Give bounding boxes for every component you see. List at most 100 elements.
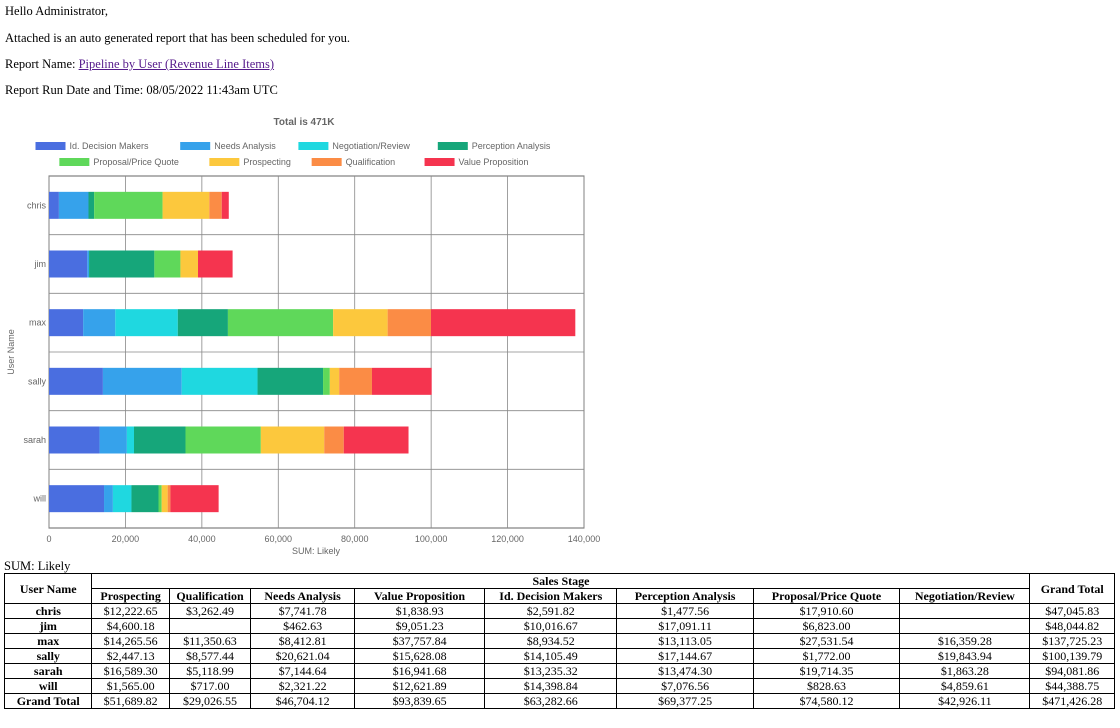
x-tick-label: 140,000 bbox=[568, 534, 601, 544]
legend-label-perception-analysis[interactable]: Perception Analysis bbox=[472, 141, 551, 151]
bar-will-proposal-price-quote[interactable] bbox=[158, 485, 162, 513]
legend-label-negotiation-review[interactable]: Negotiation/Review bbox=[332, 141, 410, 151]
bar-will-id-decision-makers[interactable] bbox=[49, 485, 105, 513]
bar-sarah-perception-analysis[interactable] bbox=[134, 426, 186, 454]
table-cell: $93,839.65 bbox=[353, 693, 486, 709]
chart-y-tick-labels: chris jim max sally sarah will bbox=[23, 200, 46, 503]
table-row-chris: chris $12,222.65 $3,262.49 $7,741.78 $1,838.… bbox=[3, 603, 1115, 619]
bar-max-proposal-price-quote[interactable] bbox=[227, 309, 334, 337]
bar-max-qualification[interactable] bbox=[387, 309, 432, 337]
table-cell: $19,714.35 bbox=[752, 663, 901, 679]
bar-sarah-needs-analysis[interactable] bbox=[99, 426, 127, 454]
legend-swatch-perception-analysis[interactable] bbox=[437, 142, 468, 150]
bar-max-negotiation-review[interactable] bbox=[115, 309, 178, 337]
legend-label-prospecting[interactable]: Prospecting bbox=[243, 157, 291, 167]
table-cell: $69,377.25 bbox=[616, 693, 754, 709]
x-tick-label: 80,000 bbox=[341, 534, 369, 544]
table-cell: $12,222.65 bbox=[91, 603, 170, 619]
bar-will-qualification[interactable] bbox=[167, 485, 171, 513]
bar-sally-perception-analysis[interactable] bbox=[257, 367, 324, 395]
legend-swatch-needs-analysis[interactable] bbox=[180, 142, 211, 150]
table-cell: $27,531.54 bbox=[752, 633, 901, 649]
bar-sarah-proposal-price-quote[interactable] bbox=[185, 426, 261, 454]
legend-label-needs-analysis[interactable]: Needs Analysis bbox=[214, 141, 276, 151]
legend-swatch-value-proposition[interactable] bbox=[424, 158, 455, 166]
legend-label-value-proposition[interactable]: Value Proposition bbox=[459, 157, 529, 167]
x-tick-label: 0 bbox=[46, 534, 51, 544]
table-cell: $13,474.30 bbox=[616, 663, 754, 679]
report-name-link[interactable]: Pipeline by User (Revenue Line Items) bbox=[78, 57, 275, 71]
table-cell: $8,412.81 bbox=[250, 633, 355, 649]
bar-sally-id-decision-makers[interactable] bbox=[49, 367, 103, 395]
table-cell: $2,447.13 bbox=[91, 648, 170, 664]
legend-swatch-prospecting[interactable] bbox=[209, 158, 240, 166]
table-cell: $5,118.99 bbox=[168, 663, 252, 679]
table-row-max: max $14,265.56 $11,350.63 $8,412.81 $37,757.… bbox=[3, 633, 1115, 649]
bar-max-prospecting[interactable] bbox=[333, 309, 388, 337]
legend-label-proposal-price-quote[interactable]: Proposal/Price Quote bbox=[93, 157, 179, 167]
bar-jim-value-proposition[interactable] bbox=[198, 250, 233, 278]
sum-label: SUM: Likely bbox=[4, 559, 71, 573]
bar-jim-prospecting[interactable] bbox=[180, 250, 199, 278]
bar-sally-qualification[interactable] bbox=[339, 367, 372, 395]
legend-label-qualification[interactable]: Qualification bbox=[346, 157, 396, 167]
x-tick-label: 120,000 bbox=[491, 534, 524, 544]
bar-jim-proposal-price-quote[interactable] bbox=[154, 250, 181, 278]
legend-label-id-decision-makers[interactable]: Id. Decision Makers bbox=[70, 141, 150, 151]
row-label: max bbox=[3, 633, 93, 649]
grand-total-header: Grand Total bbox=[1029, 573, 1115, 604]
bar-chris-prospecting[interactable] bbox=[162, 191, 210, 219]
bar-max-value-proposition[interactable] bbox=[431, 309, 576, 337]
table-cell: $29,026.55 bbox=[168, 693, 252, 709]
table-cell: $3,262.49 bbox=[168, 603, 252, 619]
bar-sally-negotiation-review[interactable] bbox=[181, 367, 258, 395]
bar-will-value-proposition[interactable] bbox=[170, 485, 219, 513]
bar-sarah-qualification[interactable] bbox=[324, 426, 344, 454]
bar-will-negotiation-review[interactable] bbox=[112, 485, 132, 513]
bar-jim-id-decision-makers[interactable] bbox=[49, 250, 88, 278]
column-header-perception-analysis: Perception Analysis bbox=[616, 588, 754, 604]
bar-sarah-negotiation-review[interactable] bbox=[126, 426, 135, 454]
legend-swatch-id-decision-makers[interactable] bbox=[35, 142, 66, 150]
bar-sally-needs-analysis[interactable] bbox=[102, 367, 182, 395]
grand-total-row: Grand Total $51,689.82 $29,026.55 $46,704.1… bbox=[3, 693, 1115, 709]
table-body: chris $12,222.65 $3,262.49 $7,741.78 $1,838.… bbox=[3, 603, 1115, 709]
bar-max-id-decision-makers[interactable] bbox=[49, 309, 84, 337]
bar-max-perception-analysis[interactable] bbox=[177, 309, 228, 337]
bar-chris-perception-analysis[interactable] bbox=[88, 191, 95, 219]
bar-sally-proposal-price-quote[interactable] bbox=[323, 367, 330, 395]
bar-sarah-prospecting[interactable] bbox=[260, 426, 325, 454]
bar-sarah-id-decision-makers[interactable] bbox=[49, 426, 100, 454]
table-cell: $7,076.56 bbox=[616, 678, 754, 694]
bar-chris-qualification[interactable] bbox=[209, 191, 222, 219]
legend-swatch-proposal-price-quote[interactable] bbox=[59, 158, 90, 166]
stage-column-headers: Prospecting Qualification Needs Analysis Va… bbox=[5, 588, 1115, 604]
bar-sarah-value-proposition[interactable] bbox=[343, 426, 409, 454]
table-cell: $16,941.68 bbox=[353, 663, 486, 679]
table-cell: $8,934.52 bbox=[484, 633, 618, 649]
greeting: Hello Administrator, bbox=[5, 4, 108, 18]
bar-jim-perception-analysis[interactable] bbox=[89, 250, 155, 278]
bar-will-perception-analysis[interactable] bbox=[131, 485, 159, 513]
bar-chris-id-decision-makers[interactable] bbox=[49, 191, 59, 219]
bar-will-prospecting[interactable] bbox=[161, 485, 168, 513]
bar-sally-prospecting[interactable] bbox=[329, 367, 340, 395]
chart-x-tick-labels: 0 20,000 40,000 60,000 80,000 100,000 120,000 1… bbox=[46, 534, 600, 544]
chart-title: Total is 471K bbox=[274, 117, 336, 128]
legend-swatch-negotiation-review[interactable] bbox=[298, 142, 329, 150]
bar-chris-needs-analysis[interactable] bbox=[58, 191, 89, 219]
bar-max-needs-analysis[interactable] bbox=[83, 309, 116, 337]
x-tick-label: 40,000 bbox=[188, 534, 216, 544]
table-cell: $46,704.12 bbox=[250, 693, 355, 709]
bar-chris-proposal-price-quote[interactable] bbox=[94, 191, 163, 219]
report-table: User Name Sales Stage Grand Total Prospe… bbox=[3, 573, 1115, 709]
intro-text: Attached is an auto generated report tha… bbox=[5, 31, 351, 45]
table-cell: $462.63 bbox=[250, 618, 355, 634]
bar-jim-needs-analysis[interactable] bbox=[87, 250, 90, 278]
bar-chris-value-proposition[interactable] bbox=[221, 191, 229, 219]
legend-swatch-qualification[interactable] bbox=[311, 158, 342, 166]
bar-sally-value-proposition[interactable] bbox=[371, 367, 432, 395]
table-cell: $19,843.94 bbox=[899, 648, 1031, 664]
bar-will-needs-analysis[interactable] bbox=[104, 485, 113, 513]
table-cell: $2,321.22 bbox=[250, 678, 355, 694]
